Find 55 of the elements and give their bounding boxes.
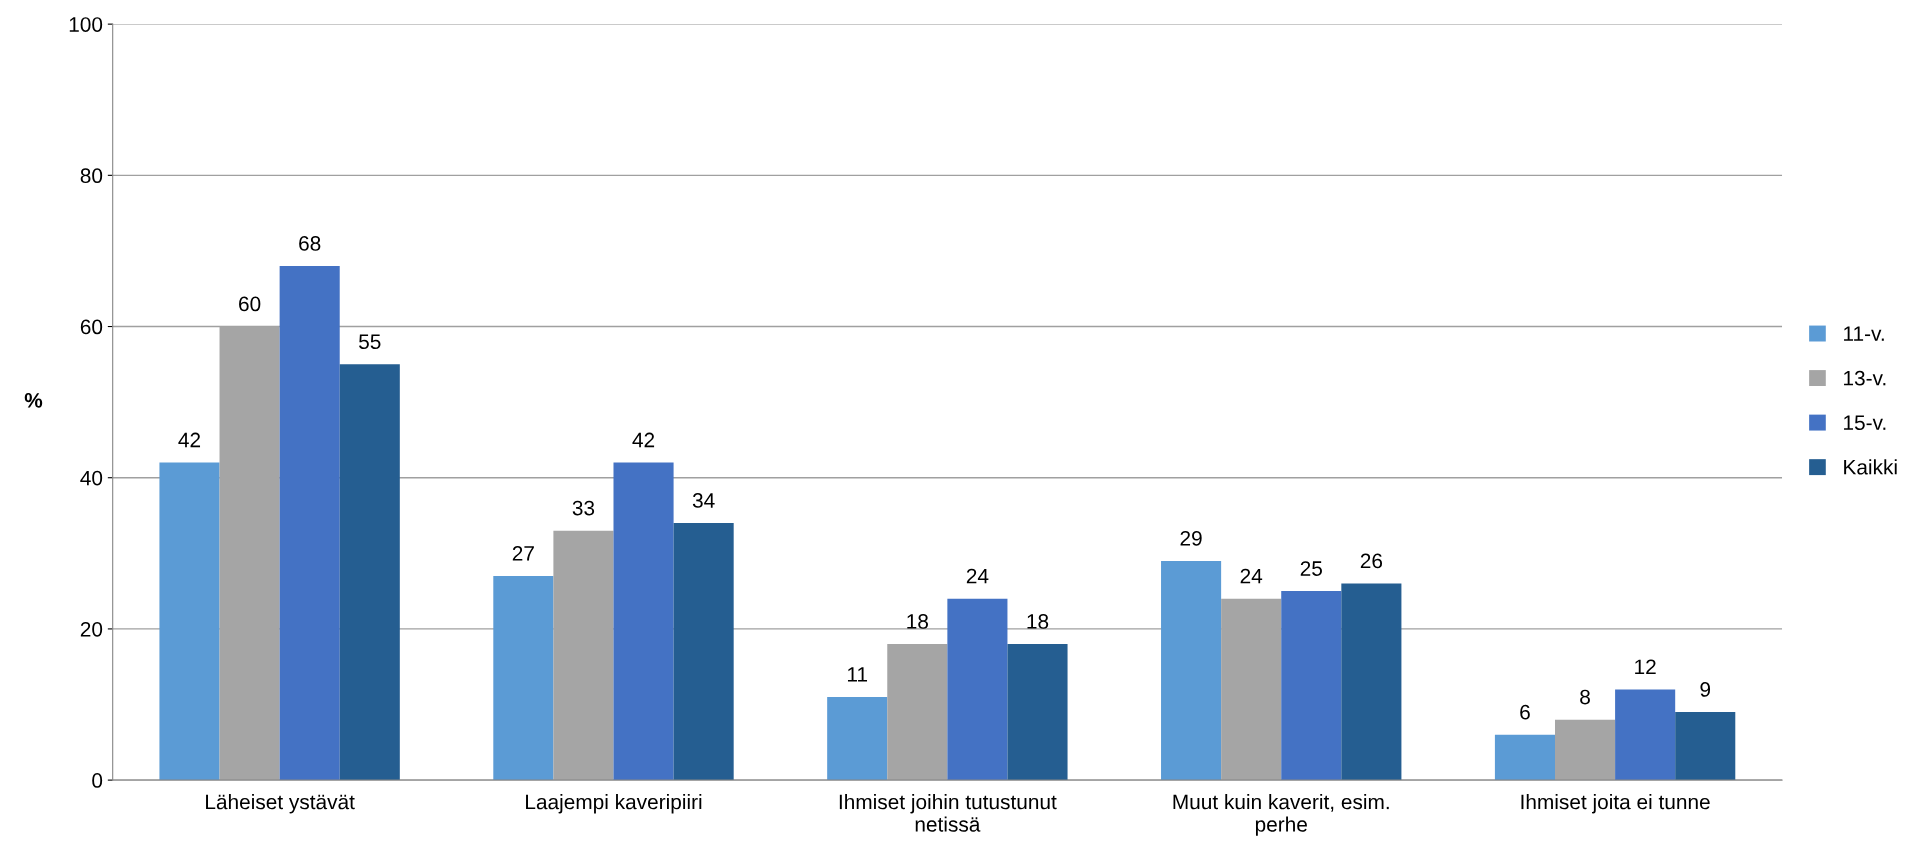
x-tick-label: Muut kuin kaverit, esim. perhe [1173, 794, 1389, 836]
bar [1555, 719, 1616, 781]
bar [339, 364, 400, 781]
data-label: 60 [239, 296, 261, 312]
legend-label: 11-v. [1844, 326, 1884, 341]
legend-label: 15-v. [1844, 415, 1886, 431]
y-tick-label: 0 [92, 773, 103, 788]
data-label: 55 [359, 334, 381, 350]
data-label: 24 [966, 568, 989, 584]
data-label: 18 [907, 614, 928, 629]
data-label: 42 [632, 432, 655, 448]
data-label: 11 [847, 667, 868, 682]
bar [827, 696, 888, 781]
data-label: 9 [1700, 682, 1711, 697]
bar [947, 598, 1008, 781]
x-tick-label: Läheiset ystävät [206, 794, 355, 814]
data-label: 12 [1635, 659, 1656, 674]
data-label: 27 [512, 546, 534, 561]
bar [1675, 712, 1736, 781]
bar [887, 644, 948, 781]
data-label: 29 [1180, 530, 1202, 546]
y-tick-label: 40 [80, 470, 103, 486]
data-label: 25 [1300, 561, 1322, 576]
x-tick-label: Ihmiset joita ei tunne [1521, 794, 1710, 814]
data-label: 18 [1027, 614, 1049, 629]
bar [1007, 644, 1068, 781]
y-tick-label: 100 [69, 17, 103, 32]
x-tick-label: Laajempi kaveripiiri [526, 794, 702, 814]
data-label: 34 [692, 493, 715, 508]
x-tick-label: Ihmiset joihin tutustunut netissä [839, 794, 1057, 832]
bar [1341, 583, 1402, 781]
y-tick-label: 80 [80, 168, 103, 184]
data-label: 26 [1360, 553, 1383, 569]
y-axis-title: % [24, 393, 43, 408]
data-label: 6 [1520, 704, 1530, 720]
data-label: 68 [299, 236, 321, 251]
y-tick-label: 20 [80, 621, 103, 637]
data-label: 33 [572, 500, 595, 516]
data-label: 8 [1580, 689, 1590, 705]
bar [1161, 560, 1222, 781]
legend-label: Kaikki [1844, 459, 1897, 475]
bar [673, 523, 734, 781]
bar [613, 462, 674, 781]
bar [553, 530, 614, 781]
bar [279, 266, 340, 781]
bar [493, 576, 554, 781]
bar [159, 462, 220, 781]
y-tick-label: 60 [80, 319, 103, 335]
bar [1281, 591, 1342, 781]
bar [1494, 734, 1555, 781]
bar [1221, 598, 1282, 781]
legend-label: 13-v. [1844, 370, 1886, 386]
data-label: 24 [1240, 568, 1263, 584]
data-label: 42 [178, 432, 201, 448]
bar [1615, 689, 1676, 781]
